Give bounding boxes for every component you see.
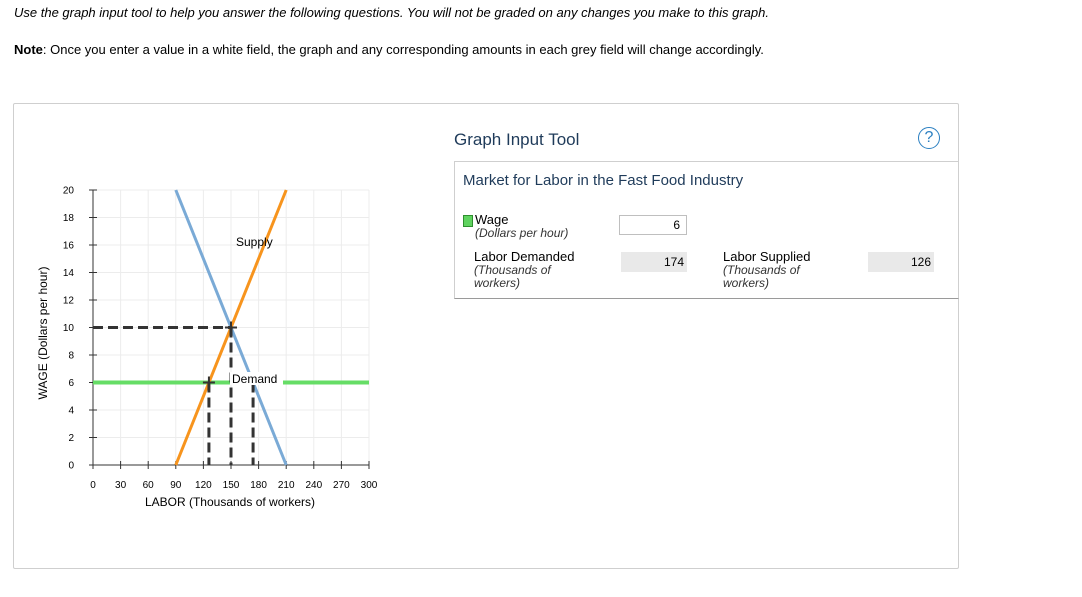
x-tick-label: 180	[250, 480, 267, 491]
demand-label-background	[230, 372, 283, 385]
x-tick-label: 150	[223, 480, 240, 491]
x-tick-label: 0	[90, 480, 96, 491]
y-tick-label: 0	[68, 461, 74, 472]
x-tick-label: 300	[361, 480, 378, 491]
x-axis-label: LABOR (Thousands of workers)	[145, 495, 315, 509]
x-tick-label: 240	[305, 480, 322, 491]
y-tick-label: 20	[63, 186, 75, 197]
note-body: : Once you enter a value in a white fiel…	[42, 42, 764, 57]
wage-unit: (Dollars per hour)	[475, 226, 569, 240]
wage-color-swatch	[463, 215, 473, 227]
x-tick-label: 30	[115, 480, 127, 491]
x-tick-label: 120	[195, 480, 212, 491]
graph-panel	[13, 103, 959, 569]
labor-supplied-label: Labor Supplied	[723, 249, 811, 264]
y-tick-label: 14	[63, 268, 75, 279]
wage-input[interactable]: 6	[619, 215, 687, 235]
graph-input-tool-title: Graph Input Tool	[454, 130, 580, 149]
y-axis-label: WAGE (Dollars per hour)	[36, 267, 50, 400]
input-tool-table	[454, 161, 959, 299]
labor-demanded-value: 174	[621, 252, 687, 272]
x-tick-label: 270	[333, 480, 350, 491]
market-title: Market for Labor in the Fast Food Indust…	[463, 172, 744, 189]
demand-label: Demand	[232, 372, 277, 386]
labor-supplied-unit-2: workers)	[723, 276, 770, 290]
note-text: Note: Once you enter a value in a white …	[14, 42, 764, 57]
wage-label: Wage	[475, 212, 509, 227]
labor-demanded-label: Labor Demanded	[474, 249, 575, 264]
y-tick-label: 4	[68, 406, 74, 417]
y-tick-label: 2	[68, 433, 74, 444]
chart-marks: Supply Demand	[93, 189, 369, 466]
y-tick-label: 8	[68, 351, 74, 362]
tick-labels: 0 2 4 6 8 10 12 14 16 18 20 0 30 60 90 120 150 180 210 240 2…	[63, 186, 378, 492]
y-tick-label: 18	[63, 213, 75, 224]
y-tick-label: 12	[63, 296, 75, 307]
note-label: Note	[14, 42, 43, 57]
labor-supplied-value: 126	[868, 252, 934, 272]
y-tick-label: 16	[63, 241, 75, 252]
x-tick-label: 60	[143, 480, 155, 491]
y-tick-label: 6	[68, 378, 74, 389]
help-icon[interactable]: ?	[918, 127, 940, 149]
labor-demanded-unit-2: workers)	[474, 276, 521, 290]
y-tick-label: 10	[63, 323, 75, 334]
x-tick-label: 210	[278, 480, 295, 491]
instructions-text: Use the graph input tool to help you ans…	[14, 5, 769, 20]
labor-demanded-unit-1: (Thousands of	[474, 263, 551, 277]
labor-supplied-unit-1: (Thousands of	[723, 263, 800, 277]
supply-label: Supply	[236, 235, 273, 249]
x-tick-label: 90	[170, 480, 182, 491]
